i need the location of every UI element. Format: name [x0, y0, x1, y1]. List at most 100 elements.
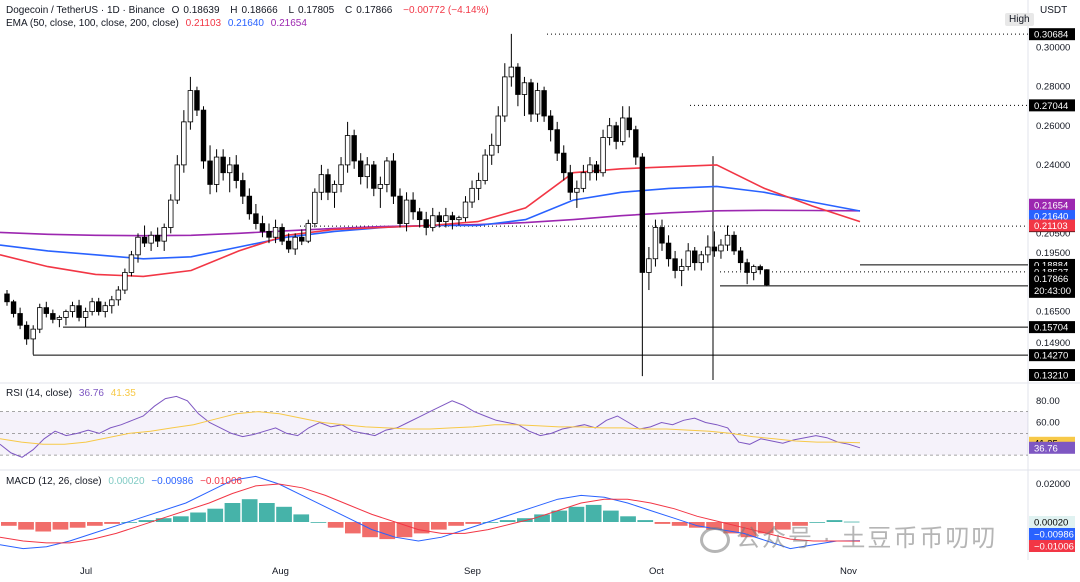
- candle-body: [436, 215, 442, 223]
- macd-hist-value: 0.00020: [108, 476, 145, 487]
- candle-body: [220, 156, 226, 174]
- candle-body: [751, 266, 757, 273]
- open-value: 0.18639: [183, 5, 220, 16]
- macd-tick: 0.02000: [1036, 479, 1070, 490]
- watermark-text: 公众号 · 土豆币币叨叨: [736, 525, 998, 552]
- macd-histogram-bar: [327, 522, 344, 528]
- candle-body: [246, 195, 253, 215]
- candle-body: [390, 160, 397, 197]
- low-value: 0.17805: [298, 5, 335, 16]
- macd-histogram-bar: [603, 510, 619, 522]
- candle-body: [580, 172, 587, 189]
- candle-body: [174, 164, 180, 201]
- macd-histogram-bar: [207, 508, 224, 522]
- candle-body: [56, 317, 63, 320]
- candle-body: [30, 328, 36, 340]
- macd-histogram-bar: [620, 516, 636, 522]
- macd-histogram-bar: [585, 504, 602, 522]
- candle-body: [122, 272, 128, 291]
- price-tick: 0.26000: [1036, 121, 1070, 132]
- candle-body: [357, 160, 364, 178]
- macd-histogram-bar: [190, 512, 206, 522]
- candle-body: [226, 164, 233, 174]
- price-tick: 0.30000: [1036, 43, 1070, 54]
- candle-body: [200, 109, 207, 162]
- level-tag: [1029, 369, 1075, 381]
- candle-body: [37, 307, 43, 330]
- candle-body: [109, 299, 115, 307]
- price-tick: 0.24000: [1036, 160, 1070, 171]
- ema-price-tag: [1029, 219, 1075, 232]
- macd-tag: [1029, 528, 1075, 540]
- rsi-ma-line: [0, 411, 861, 445]
- time-axis-label: Oct: [649, 566, 664, 577]
- macd-histogram-bar: [259, 503, 275, 522]
- candle-body: [541, 90, 547, 117]
- macd-histogram-bar: [431, 522, 447, 530]
- candle-body: [443, 215, 449, 223]
- high-badge[interactable]: High: [1005, 13, 1034, 26]
- watermark: 公众号 · 土豆币币叨叨: [700, 518, 997, 553]
- candle-body: [475, 180, 482, 189]
- macd-histogram-bar: [379, 522, 396, 540]
- ema100-value: 0.21640: [227, 18, 264, 29]
- candle-body: [285, 240, 292, 250]
- candle-body: [23, 324, 30, 340]
- candle-body: [384, 160, 390, 185]
- macd-histogram-bar: [499, 520, 516, 522]
- macd-histogram-bar: [345, 522, 361, 534]
- time-axis-label: Sep: [464, 566, 481, 577]
- candle-body: [82, 311, 89, 318]
- ema50-value: 0.21103: [185, 18, 222, 29]
- candle-body: [665, 242, 672, 260]
- macd-histogram-bar: [654, 522, 671, 524]
- candle-body: [102, 305, 108, 312]
- ema200-value: 0.21654: [270, 18, 307, 29]
- macd-histogram-bar: [121, 522, 138, 523]
- last-price-label: 0.17866: [1034, 274, 1068, 285]
- candle-body: [554, 129, 560, 154]
- price-tick: 0.14900: [1036, 338, 1070, 349]
- candle-body: [259, 223, 266, 232]
- ema-price-tag: [1029, 198, 1075, 211]
- rsi-tag-label: 36.76: [1034, 443, 1058, 454]
- macd-signal-line: [0, 483, 861, 544]
- candle-body: [593, 164, 600, 174]
- candle-body: [587, 164, 593, 174]
- macd-tag-label: −0.01006: [1034, 542, 1074, 553]
- macd-histogram-bar: [482, 522, 499, 523]
- rsi-value: 36.76: [78, 388, 104, 399]
- candle-body: [240, 180, 246, 197]
- candle-body: [449, 215, 456, 221]
- legend-rsi: RSI (14, close) 36.76 41.35: [6, 388, 140, 399]
- candle-body: [600, 137, 606, 174]
- candle-body: [344, 135, 351, 166]
- macd-line-value: −0.00986: [151, 476, 194, 487]
- close-label: C: [344, 5, 353, 16]
- candle-body: [521, 82, 528, 95]
- ema200-line: [0, 209, 861, 237]
- macd-histogram-bar: [396, 522, 413, 538]
- macd-histogram-bar: [757, 522, 774, 534]
- high-label: H: [230, 5, 238, 16]
- candle-body: [89, 301, 95, 312]
- candle-body: [17, 313, 23, 326]
- candle-body: [515, 66, 521, 95]
- candle-body: [633, 129, 639, 158]
- candle-body: [488, 144, 495, 156]
- candle-body: [292, 236, 298, 250]
- candle-body: [744, 262, 750, 273]
- macd-histogram-bar: [241, 499, 258, 522]
- candle-body: [279, 227, 285, 242]
- macd-histogram-bar: [155, 518, 172, 522]
- rsi-label: RSI (14, close): [6, 388, 73, 399]
- macd-histogram-bar: [87, 522, 103, 526]
- rsi-tick: 80.00: [1036, 396, 1060, 407]
- macd-histogram-bar: [18, 522, 34, 530]
- candle-body: [50, 313, 56, 320]
- macd-histogram-bar: [52, 522, 69, 530]
- candle-body: [154, 234, 161, 242]
- candle-body: [705, 246, 711, 256]
- candle-body: [672, 258, 678, 271]
